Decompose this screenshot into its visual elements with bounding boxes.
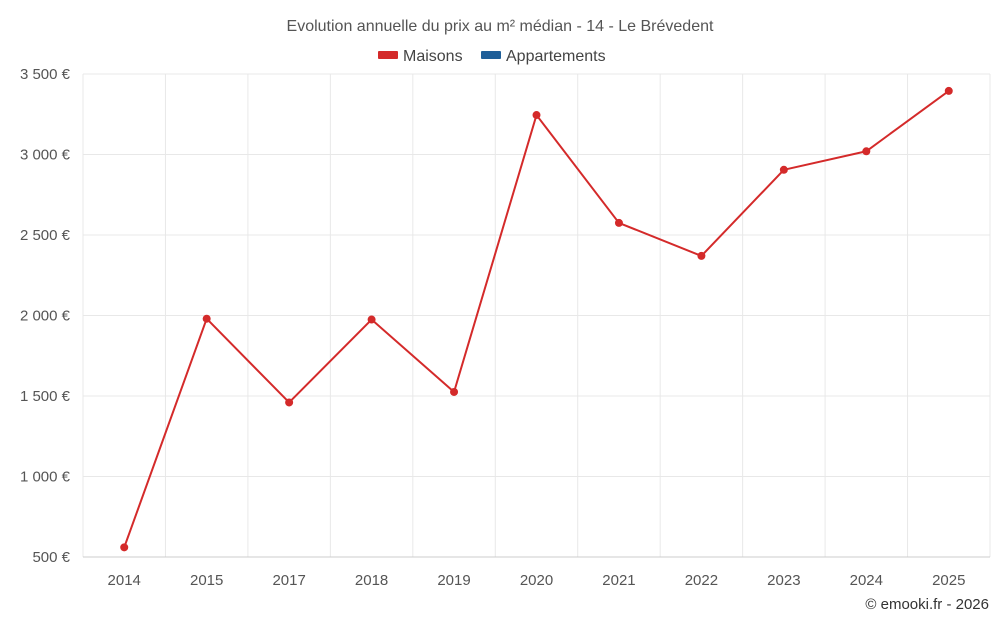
data-point[interactable] bbox=[450, 387, 459, 396]
data-point[interactable] bbox=[862, 147, 871, 156]
x-tick-label: 2014 bbox=[108, 572, 141, 589]
x-tick-label: 2017 bbox=[272, 572, 305, 589]
data-point[interactable] bbox=[120, 543, 129, 552]
data-point[interactable] bbox=[614, 218, 623, 227]
legend-item-appartements[interactable]: Appartements bbox=[481, 48, 606, 65]
chart-title: Evolution annuelle du prix au m² médian … bbox=[287, 18, 714, 35]
y-tick-label: 2 500 € bbox=[20, 227, 71, 244]
x-tick-label: 2023 bbox=[767, 572, 800, 589]
grid bbox=[82, 73, 991, 558]
legend-item-maisons[interactable]: Maisons bbox=[378, 48, 463, 65]
series-maisons bbox=[120, 86, 953, 552]
data-point[interactable] bbox=[944, 86, 953, 95]
data-point[interactable] bbox=[285, 398, 294, 407]
y-tick-label: 1 500 € bbox=[20, 388, 71, 405]
data-point[interactable] bbox=[697, 251, 706, 260]
credit-text: © emooki.fr - 2026 bbox=[865, 596, 989, 613]
data-point[interactable] bbox=[202, 314, 211, 323]
legend: Maisons Appartements bbox=[378, 48, 606, 65]
legend-swatch-maisons bbox=[378, 51, 398, 59]
y-tick-label: 2 000 € bbox=[20, 308, 71, 325]
x-tick-label: 2025 bbox=[932, 572, 965, 589]
y-tick-label: 3 500 € bbox=[20, 66, 71, 83]
x-tick-label: 2018 bbox=[355, 572, 388, 589]
legend-label-maisons: Maisons bbox=[403, 48, 463, 65]
data-point[interactable] bbox=[532, 111, 541, 120]
x-tick-label: 2015 bbox=[190, 572, 223, 589]
x-tick-label: 2020 bbox=[520, 572, 553, 589]
x-tick-label: 2021 bbox=[602, 572, 635, 589]
x-tick-label: 2019 bbox=[437, 572, 470, 589]
y-axis: 500 € 1 000 € 1 500 € 2 000 € 2 500 € 3 000 €… bbox=[20, 66, 71, 566]
legend-swatch-appartements bbox=[481, 51, 501, 59]
data-point[interactable] bbox=[367, 315, 376, 324]
data-point[interactable] bbox=[779, 165, 788, 174]
y-tick-label: 3 000 € bbox=[20, 147, 71, 164]
y-tick-label: 1 000 € bbox=[20, 469, 71, 486]
y-tick-label: 500 € bbox=[32, 549, 70, 566]
legend-label-appartements: Appartements bbox=[506, 48, 606, 65]
x-axis: 2014 2015 2017 2018 2019 2020 2021 2022 2023 2024… bbox=[83, 556, 990, 589]
x-tick-label: 2024 bbox=[850, 572, 883, 589]
x-tick-label: 2022 bbox=[685, 572, 718, 589]
